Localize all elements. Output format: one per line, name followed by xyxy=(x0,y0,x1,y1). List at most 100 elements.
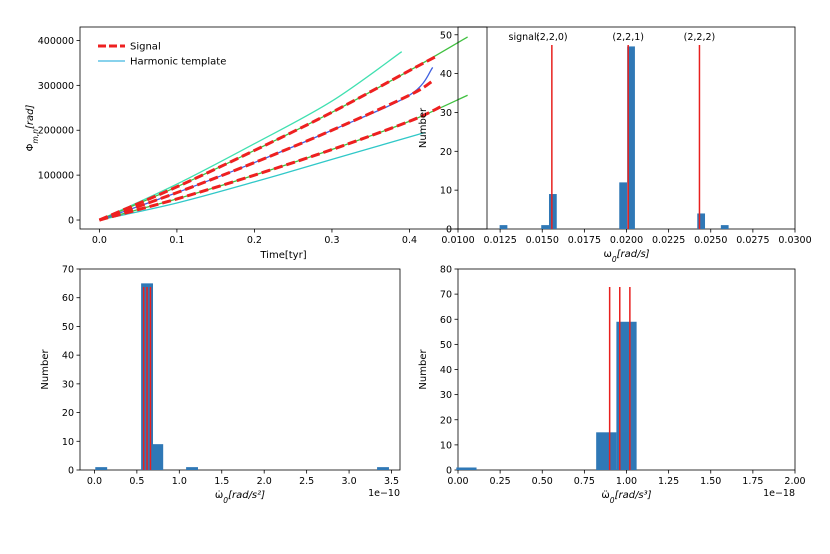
histogram-bars xyxy=(456,321,637,470)
x-axis-label: ω0[rad/s] xyxy=(603,249,649,264)
y-tick-label: 20 xyxy=(62,408,74,419)
y-tick-label: 0 xyxy=(68,216,74,227)
x-tick-label: 1.0 xyxy=(172,476,187,487)
y-axis-label: Number xyxy=(418,107,429,148)
signal-vlines xyxy=(142,287,152,470)
x-tick-label: 0.5 xyxy=(129,476,144,487)
y-tick-label: 10 xyxy=(62,437,74,448)
x-offset-text: 1e−10 xyxy=(368,488,400,499)
y-axis-label: Number xyxy=(418,349,429,390)
x-axis-label: Time[tyr] xyxy=(259,250,306,261)
x-tick-label: 0.4 xyxy=(402,235,417,246)
axes-frame xyxy=(79,26,488,230)
signal-line xyxy=(98,105,442,222)
y-tick-label: 0 xyxy=(68,466,74,477)
x-tick-label: 1.5 xyxy=(214,476,229,487)
histogram-bar xyxy=(627,46,635,229)
y-axis-label: Φm,n[rad] xyxy=(25,105,40,152)
omega-dot-histogram-panel: 0.0 0.5 1.0 1.5 2.0 2.5 3.0 3.5 0 10 20 30 40 50 60 70 N… xyxy=(40,265,401,505)
y-tick-label: 40 xyxy=(440,365,452,376)
histogram-bar xyxy=(616,321,637,470)
omega-histogram-panel: 0.0100 0.0125 0.0150 0.0175 0.0200 0.0225 0.02… xyxy=(418,26,812,264)
signal-line xyxy=(98,79,434,222)
y-tick-label: 80 xyxy=(440,265,452,276)
x-tick-label: 0.0200 xyxy=(610,235,643,246)
x-tick-label: 2.0 xyxy=(257,476,272,487)
y-tick-label: 50 xyxy=(440,340,452,351)
histogram-bar xyxy=(720,225,729,229)
y-tick-label: 20 xyxy=(440,415,452,426)
y-tick-label: 50 xyxy=(62,322,74,333)
y-tick-label: 400000 xyxy=(38,36,74,47)
legend-template-label: Harmonic template xyxy=(130,57,226,68)
signal-line xyxy=(98,54,438,222)
y-tick-label: 70 xyxy=(440,290,452,301)
y-tick-label: 60 xyxy=(62,293,74,304)
x-tick-label: 0.0150 xyxy=(526,235,559,246)
x-tick-label: 0.0300 xyxy=(778,235,811,246)
y-tick-label: 70 xyxy=(62,265,74,276)
y-tick-label: 50 xyxy=(440,30,452,41)
x-tick-label: 0.75 xyxy=(574,476,595,487)
template-line xyxy=(99,131,426,221)
x-tick-label: 3.0 xyxy=(342,476,357,487)
legend-signal-label: Signal xyxy=(130,42,161,53)
y-tick-label: 200000 xyxy=(38,126,74,137)
x-axis-label: ω̇0[rad/s²] xyxy=(215,489,265,505)
x-tick-label: 1.75 xyxy=(742,476,763,487)
histogram-bar xyxy=(186,467,198,470)
y-tick-label: 30 xyxy=(62,379,74,390)
x-tick-label: 2.5 xyxy=(299,476,314,487)
x-tick-label: 0.0225 xyxy=(652,235,685,246)
x-tick-label: 0.0 xyxy=(87,476,102,487)
y-tick-label: 20 xyxy=(440,147,452,158)
omega-ddot-histogram-panel: 0.00 0.25 0.50 0.75 1.00 1.25 1.50 1.75 2.00 0 10 2… xyxy=(418,265,806,505)
histogram-bar xyxy=(697,213,706,229)
signal-mode-label: (2,2,1) xyxy=(612,32,644,43)
histogram-bar xyxy=(548,194,557,229)
x-tick-label: 0.0100 xyxy=(441,235,474,246)
histogram-bar xyxy=(499,225,508,229)
histogram-bar xyxy=(541,225,549,229)
y-tick-label: 100000 xyxy=(38,171,74,182)
signal-vlines xyxy=(551,45,701,229)
histogram-bar xyxy=(596,432,617,470)
axes-frame xyxy=(79,268,401,471)
histogram-bar xyxy=(151,444,164,470)
histogram-bar xyxy=(619,182,628,229)
y-tick-label: 40 xyxy=(440,69,452,80)
x-tick-label: 0.1 xyxy=(169,235,184,246)
template-line xyxy=(99,51,403,221)
x-tick-label: 0.0125 xyxy=(484,235,517,246)
x-axis-label: ω̈0[rad/s³] xyxy=(601,490,651,505)
histogram-bar xyxy=(95,467,108,470)
x-tick-label: 0.25 xyxy=(490,476,511,487)
signal-vlines xyxy=(608,287,631,470)
x-tick-label: 0.3 xyxy=(324,235,339,246)
x-tick-label: 0.0275 xyxy=(736,235,769,246)
y-tick-label: 40 xyxy=(62,351,74,362)
x-tick-label: 0.2 xyxy=(247,235,262,246)
phase-evolution-panel: 0.0 0.1 0.2 0.3 0.4 0 100000 200000 300000 400000… xyxy=(25,26,488,261)
histogram-bar xyxy=(377,467,389,470)
y-tick-label: 60 xyxy=(440,315,452,326)
histogram-bars xyxy=(499,46,729,229)
x-offset-text: 1e−18 xyxy=(763,488,795,499)
signal-annotation-prefix: signal: xyxy=(509,32,540,43)
y-tick-label: 30 xyxy=(440,108,452,119)
x-tick-label: 0.0250 xyxy=(694,235,727,246)
legend: Signal Harmonic template xyxy=(98,42,226,68)
signal-mode-label: (2,2,0) xyxy=(536,32,568,43)
x-tick-label: 0.00 xyxy=(447,476,468,487)
x-tick-label: 0.0175 xyxy=(568,235,601,246)
y-tick-label: 30 xyxy=(440,390,452,401)
x-tick-label: 1.50 xyxy=(700,476,721,487)
y-tick-label: 10 xyxy=(440,440,452,451)
x-tick-label: 0.50 xyxy=(532,476,553,487)
x-tick-label: 3.5 xyxy=(384,476,399,487)
y-tick-label: 10 xyxy=(440,186,452,197)
histogram-bar xyxy=(456,467,477,470)
y-axis-label: Number xyxy=(40,349,51,390)
histogram-bars xyxy=(95,283,389,470)
